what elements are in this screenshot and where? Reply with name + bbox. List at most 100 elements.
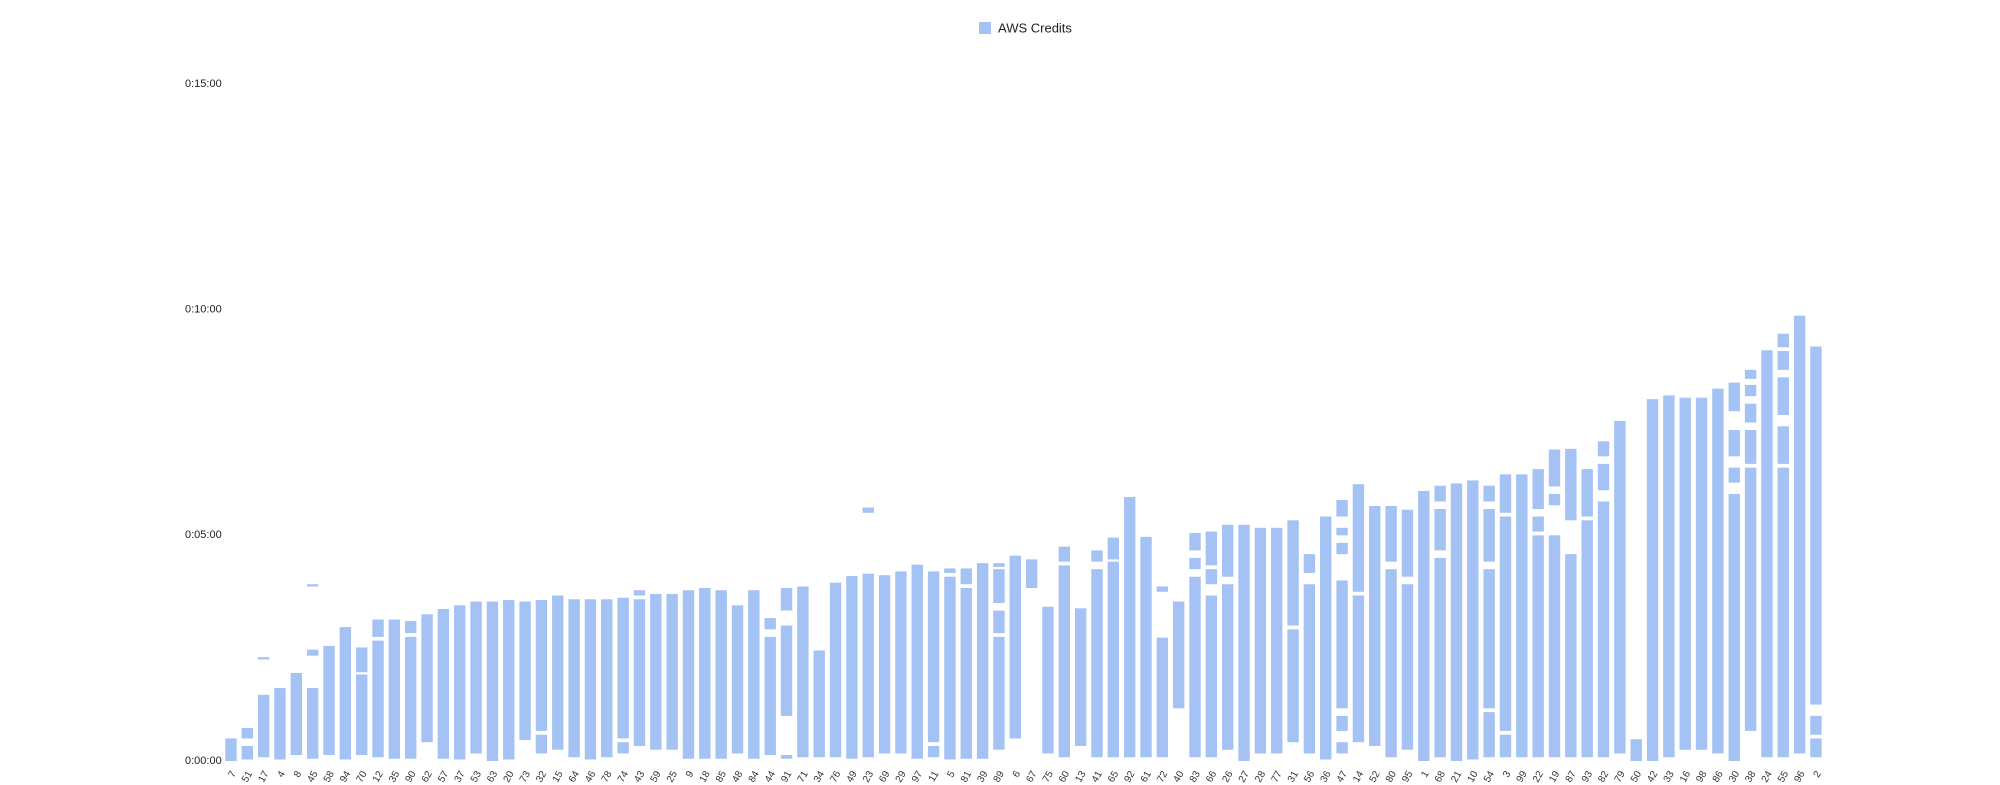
bar-segment	[1091, 550, 1103, 562]
bar-segment	[895, 571, 907, 754]
x-tick-label: 77	[1270, 769, 1285, 785]
bar-segment	[1320, 516, 1332, 760]
x-tick-label: 1	[1419, 769, 1432, 780]
x-tick-label: 84	[747, 769, 762, 785]
bar-segment	[1728, 493, 1740, 761]
bar-segment	[257, 694, 270, 758]
bar-segment	[1597, 441, 1610, 457]
x-tick-label: 15	[551, 769, 566, 785]
x-tick-label: 10	[1466, 769, 1481, 785]
bar-segment	[372, 640, 384, 758]
x-tick-label: 60	[1057, 769, 1072, 785]
x-tick-label: 63	[485, 769, 500, 785]
bar-segment	[1222, 584, 1234, 750]
bar-segment	[1810, 346, 1822, 705]
bar-segment	[780, 587, 793, 611]
bar-segment	[241, 727, 254, 739]
x-tick-label: 45	[305, 769, 320, 785]
bar-segment	[355, 674, 368, 755]
bar-segment	[1058, 546, 1071, 562]
x-tick-label: 91	[779, 769, 794, 785]
x-tick-label: 7	[227, 769, 240, 780]
bar-segment	[960, 587, 972, 759]
bar-segment	[1123, 496, 1136, 758]
x-tick-label: 90	[404, 769, 419, 785]
bar-segment	[1744, 369, 1757, 379]
x-tick-label: 59	[649, 769, 664, 785]
bar-segment	[993, 569, 1005, 604]
bar-segment	[1336, 542, 1348, 555]
bar-segment	[454, 605, 466, 760]
bar-segment	[1287, 520, 1299, 626]
x-tick-label: 32	[534, 769, 549, 785]
x-tick-label: 16	[1678, 769, 1693, 785]
bar-segment	[1205, 531, 1218, 566]
x-tick-label: 94	[338, 769, 353, 785]
y-tick-label: 0:10:00	[185, 304, 222, 316]
bar-segment	[993, 563, 1005, 567]
x-tick-label: 25	[665, 769, 680, 785]
x-tick-label: 9	[684, 769, 697, 780]
bar-segment	[1107, 561, 1120, 758]
bar-segment	[1140, 536, 1152, 758]
legend-swatch	[979, 22, 991, 34]
bar-segment	[1532, 469, 1544, 510]
y-tick-label: 0:00:00	[185, 755, 222, 767]
bar-segment	[584, 599, 597, 760]
bar-segment	[1532, 535, 1544, 758]
x-tick-label: 71	[796, 769, 811, 785]
bar-segment	[470, 601, 482, 754]
x-tick-label: 34	[812, 769, 827, 785]
x-tick-label: 5	[946, 769, 959, 780]
bar-segment	[1565, 448, 1577, 521]
x-tick-label: 40	[1171, 769, 1186, 785]
x-tick-label: 86	[1711, 769, 1726, 785]
x-tick-label: 64	[567, 769, 582, 785]
x-tick-label: 99	[1515, 769, 1530, 785]
bar-segment	[1744, 467, 1757, 731]
x-tick-label: 70	[354, 769, 369, 785]
bar-segment	[274, 688, 286, 760]
x-tick-label: 23	[861, 769, 876, 785]
bar-segment	[1581, 520, 1593, 758]
bar-segment	[535, 600, 548, 731]
bar-segment	[764, 618, 776, 630]
bar-segment	[617, 597, 629, 739]
x-tick-label: 67	[1024, 769, 1039, 785]
bar-segment	[797, 586, 809, 758]
bar-segment	[1761, 350, 1773, 758]
bar-segment	[1548, 535, 1561, 758]
bar-segment	[1156, 637, 1169, 758]
bar-segment	[1042, 606, 1054, 754]
bar-segment	[813, 650, 825, 758]
x-tick-label: 31	[1286, 769, 1301, 785]
bar-segment	[1777, 426, 1789, 464]
x-tick-label: 38	[1743, 769, 1758, 785]
x-tick-label: 29	[894, 769, 909, 785]
bar-segment	[290, 672, 303, 755]
x-tick-label: 66	[1204, 769, 1219, 785]
bar-segment	[601, 599, 613, 758]
x-tick-label: 4	[276, 769, 289, 780]
bar-segment	[1434, 485, 1446, 502]
bar-segment	[1025, 559, 1038, 588]
bar-segment	[1172, 601, 1185, 709]
bar-segment	[993, 610, 1005, 634]
x-tick-label: 73	[518, 769, 533, 785]
bar-segment	[1728, 467, 1740, 483]
bar-segment	[862, 507, 874, 513]
bar-segment	[1597, 463, 1610, 491]
bar-segment	[1238, 524, 1250, 761]
bar-segment	[257, 657, 270, 660]
bar-segment	[1189, 576, 1201, 758]
bar-segment	[1401, 584, 1414, 750]
x-tick-label: 89	[992, 769, 1007, 785]
x-tick-label: 43	[632, 769, 647, 785]
x-tick-label: 12	[371, 769, 386, 785]
bar-segment	[1401, 509, 1414, 577]
bar-segment	[780, 625, 793, 716]
x-tick-label: 2	[1812, 769, 1825, 780]
x-tick-label: 36	[1319, 769, 1334, 785]
x-tick-label: 41	[1090, 769, 1105, 785]
bar-segment	[780, 754, 793, 759]
